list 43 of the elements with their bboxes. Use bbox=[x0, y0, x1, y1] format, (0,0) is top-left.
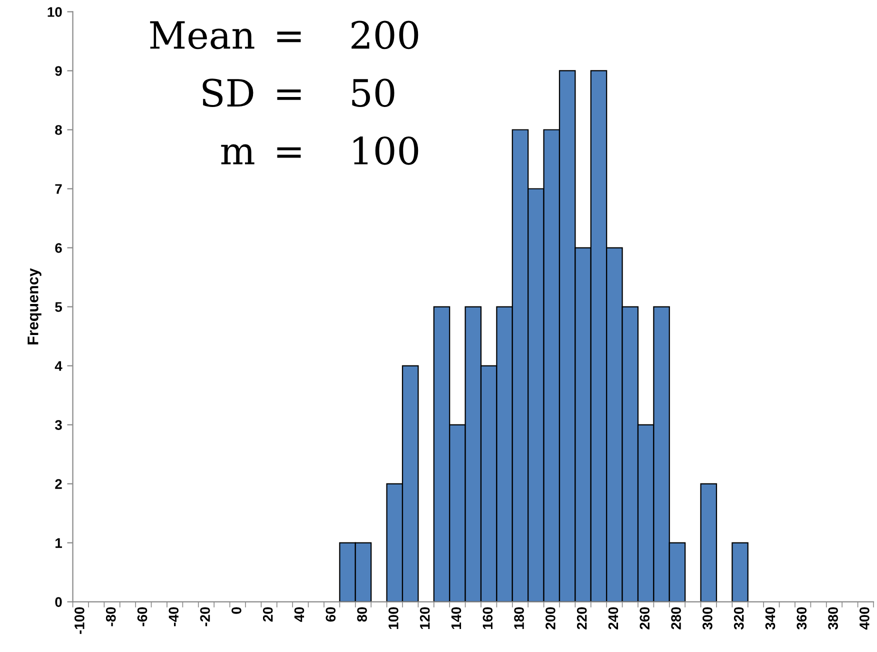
y-tick-label: 3 bbox=[54, 420, 62, 430]
y-tick-label: 4 bbox=[54, 361, 62, 371]
x-tick-label: 180 bbox=[514, 607, 524, 629]
y-tick-label: 6 bbox=[55, 243, 62, 253]
x-tick-label: -100 bbox=[74, 607, 84, 634]
y-tick-label: 2 bbox=[55, 479, 62, 489]
x-tick-label: -80 bbox=[106, 607, 116, 626]
x-tick-label: 140 bbox=[451, 607, 462, 629]
x-tick-label: 320 bbox=[734, 607, 744, 630]
x-tick-label: 100 bbox=[388, 607, 398, 629]
bar bbox=[700, 483, 718, 602]
y-tick-label: 5 bbox=[55, 302, 62, 312]
x-tick-label: 40 bbox=[294, 607, 304, 622]
text: m = 100 bbox=[221, 136, 418, 165]
y-tick-label: 9 bbox=[55, 66, 62, 76]
x-tick-label: 300 bbox=[702, 607, 712, 630]
x-tick-label: 360 bbox=[796, 607, 807, 630]
x-tick-label: -20 bbox=[200, 607, 210, 626]
x-tick-label: 120 bbox=[420, 607, 430, 629]
x-tick-label: 400 bbox=[860, 607, 870, 630]
x-tick-label: -60 bbox=[137, 607, 148, 626]
x-tick-label: 280 bbox=[671, 607, 681, 630]
y-tick-label: 7 bbox=[55, 184, 62, 194]
x-tick-label: 340 bbox=[765, 607, 776, 630]
x-tick-label: 20 bbox=[262, 607, 273, 622]
x-tick-label: 160 bbox=[482, 607, 493, 629]
bar bbox=[732, 542, 748, 602]
x-tick-label: -40 bbox=[168, 607, 179, 626]
x-tick-label: 380 bbox=[828, 607, 838, 630]
text: Mean = 200 bbox=[150, 20, 418, 50]
x-tick-label: 220 bbox=[576, 607, 587, 630]
x-tick-label: 80 bbox=[357, 607, 367, 622]
text: SD = 50 bbox=[202, 78, 394, 107]
y-tick-label: 8 bbox=[55, 125, 62, 135]
y-tick-label: 1 bbox=[56, 538, 62, 548]
y-tick-label: 0 bbox=[55, 597, 62, 607]
x-tick-label: 60 bbox=[326, 607, 336, 622]
x-tick-label: 260 bbox=[640, 607, 650, 630]
x-tick-label: 0 bbox=[232, 607, 242, 614]
x-tick-label: 200 bbox=[546, 607, 556, 630]
x-tick-label: 240 bbox=[608, 607, 618, 630]
y-tick-label: 10 bbox=[48, 7, 62, 17]
y-axis-title: Frequency bbox=[28, 268, 42, 344]
